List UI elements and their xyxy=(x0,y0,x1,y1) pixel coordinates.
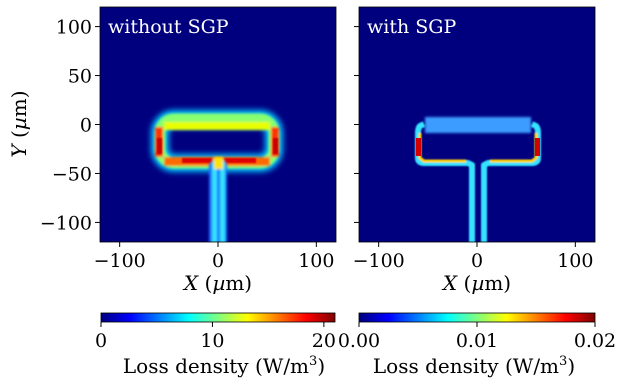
x-tick-label: 100 xyxy=(298,250,334,272)
x-tick-label: −100 xyxy=(353,250,405,272)
axes-ticks: −100 0 100 100 50 0 −50 −100 xyxy=(40,17,335,272)
colorbar-ticks: 0 10 20 xyxy=(95,322,336,352)
panel-without-sgp: without SGP −100 0 100 100 50 0 −50 −100 X (µm)… xyxy=(7,6,337,295)
y-tick-label: 0 xyxy=(80,115,92,137)
colorbar-right: 0.00 0.01 0.02 Loss density (W/m3) xyxy=(338,312,616,378)
ring-top-hot xyxy=(164,122,270,130)
y-tick-label: −100 xyxy=(40,212,92,234)
ring-left-peak xyxy=(416,138,421,156)
colorbar-tick-label: 20 xyxy=(312,330,336,352)
colorbar-label: Loss density (W/m3) xyxy=(123,354,325,378)
ring-right-peak xyxy=(535,138,540,156)
colorbar-ticks: 0.00 0.01 0.02 xyxy=(338,322,616,352)
x-tick-label: 100 xyxy=(557,250,593,272)
ring-left-peak xyxy=(157,138,162,154)
colorbar-gradient xyxy=(100,312,336,323)
axes-ticks: −100 0 100 xyxy=(353,26,593,272)
x-tick-label: 0 xyxy=(471,250,483,272)
x-axis-label: X (µm) xyxy=(182,271,252,295)
ring-right-path xyxy=(481,121,541,242)
ring-left-path xyxy=(415,121,475,242)
ring-bottom-peak-right xyxy=(224,158,256,163)
feed-left-line xyxy=(212,160,217,242)
y-tick-label: 100 xyxy=(56,17,92,39)
colorbar-tick-label: 0 xyxy=(95,330,107,352)
x-tick-label: 0 xyxy=(212,250,224,272)
y-tick-label: 50 xyxy=(68,66,92,88)
heatmap-field xyxy=(415,117,541,242)
y-tick-label: −50 xyxy=(52,163,92,185)
colorbar-tick-label: 0.02 xyxy=(574,330,616,352)
x-tick-label: −100 xyxy=(94,250,146,272)
colorbar-tick-label: 10 xyxy=(200,330,224,352)
y-axis-label: Y (µm) xyxy=(7,90,31,157)
ring-bottom-peak-left xyxy=(182,158,212,163)
colorbar-left: 0 10 20 Loss density (W/m3) xyxy=(95,312,336,378)
heatmap-field xyxy=(151,110,283,242)
colorbar-tick-label: 0.01 xyxy=(456,330,498,352)
panel-title: without SGP xyxy=(108,16,229,38)
panel-with-sgp: with SGP −100 0 100 X (µm) xyxy=(353,6,596,295)
colorbar-label: Loss density (W/m3) xyxy=(373,354,575,378)
colorbar-gradient xyxy=(358,312,596,323)
panel-title: with SGP xyxy=(367,16,456,38)
colorbar-tick-label: 0.00 xyxy=(338,330,380,352)
ring-right-peak xyxy=(273,138,278,154)
sgp-patch xyxy=(425,117,531,133)
x-axis-label: X (µm) xyxy=(441,271,511,295)
feed-right-line xyxy=(220,160,225,242)
feed-junction xyxy=(214,157,223,169)
